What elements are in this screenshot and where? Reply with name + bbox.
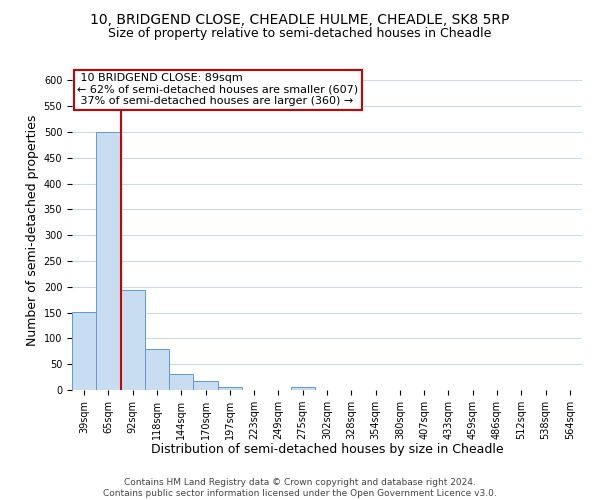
Bar	[218, 388, 242, 390]
Bar	[290, 388, 315, 390]
Bar	[121, 290, 145, 390]
Bar	[96, 132, 121, 390]
Text: 10 BRIDGEND CLOSE: 89sqm
← 62% of semi-detached houses are smaller (607)
 37% of: 10 BRIDGEND CLOSE: 89sqm ← 62% of semi-d…	[77, 73, 358, 106]
Bar	[145, 348, 169, 390]
Text: Size of property relative to semi-detached houses in Cheadle: Size of property relative to semi-detach…	[109, 28, 491, 40]
Text: Contains HM Land Registry data © Crown copyright and database right 2024.
Contai: Contains HM Land Registry data © Crown c…	[103, 478, 497, 498]
Text: 10, BRIDGEND CLOSE, CHEADLE HULME, CHEADLE, SK8 5RP: 10, BRIDGEND CLOSE, CHEADLE HULME, CHEAD…	[91, 12, 509, 26]
Bar	[193, 380, 218, 390]
Y-axis label: Number of semi-detached properties: Number of semi-detached properties	[26, 114, 40, 346]
Bar	[72, 312, 96, 390]
X-axis label: Distribution of semi-detached houses by size in Cheadle: Distribution of semi-detached houses by …	[151, 444, 503, 456]
Bar	[169, 374, 193, 390]
